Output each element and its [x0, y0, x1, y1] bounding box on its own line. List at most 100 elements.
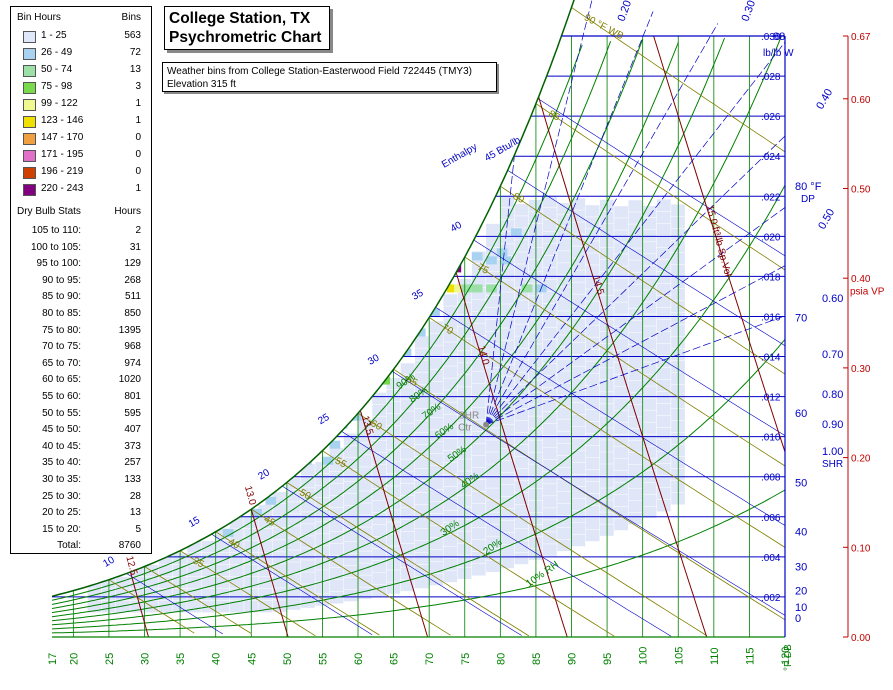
bin-cell — [557, 491, 572, 504]
bin-cell — [471, 503, 486, 516]
dry-bulb-range: 45 to 50: — [42, 424, 81, 436]
wet-bulb-label: 65 — [404, 374, 419, 389]
bin-count: 563 — [124, 30, 141, 41]
dry-bulb-tick-label: 75 — [460, 653, 472, 665]
bin-cell — [514, 492, 529, 505]
bin-cell — [471, 311, 486, 324]
bin-cell — [543, 532, 557, 544]
wet-bulb-label: 80 — [511, 191, 526, 206]
bin-cell — [329, 567, 344, 580]
bin-cell — [514, 444, 529, 457]
dry-bulb-hours: 850 — [124, 308, 141, 319]
bin-cell — [471, 284, 483, 293]
bin-cell — [372, 404, 386, 417]
bin-cell — [557, 311, 572, 323]
wet-bulb-line — [215, 531, 380, 636]
shr-center-label: SHR — [458, 411, 479, 422]
total-label: Total: — [57, 540, 81, 551]
bin-cell — [414, 432, 429, 445]
bin-cell — [656, 355, 671, 368]
bin-cell — [443, 378, 458, 390]
bin-range: 75 - 98 — [41, 81, 73, 92]
bin-cell — [301, 456, 312, 465]
bin-cell — [329, 440, 341, 449]
shr-label: 1.00 — [822, 446, 843, 458]
bin-cell — [471, 419, 486, 432]
bin-cell — [486, 368, 500, 380]
enthalpy-label: 15 — [187, 515, 203, 530]
bin-count: 0 — [135, 149, 141, 160]
bin-cell — [358, 443, 372, 455]
bin-legend-item: 99 - 122 1 — [17, 97, 145, 113]
bin-cell — [400, 483, 415, 495]
bin-cell — [229, 576, 244, 589]
shr-center-label: Ctr — [458, 423, 472, 434]
bin-cell — [329, 495, 344, 508]
bin-cell — [414, 444, 429, 457]
bin-cell — [222, 528, 234, 537]
dry-bulb-stat-row: 25 to 30: 28 — [17, 490, 145, 507]
bin-cell — [656, 439, 671, 452]
humidity-ratio-tick-label: .008 — [761, 473, 781, 484]
total-row: Total: 8760 — [17, 539, 145, 556]
bin-cell — [414, 528, 429, 541]
bin-cell — [358, 467, 372, 479]
bin-cell — [443, 438, 458, 450]
bin-cell — [471, 407, 486, 420]
dew-point-label: 0 — [795, 613, 801, 625]
bin-cell — [557, 515, 572, 528]
dry-bulb-tick-label: 35 — [175, 653, 187, 665]
bin-cell — [585, 373, 600, 385]
shr-line — [485, 0, 785, 425]
bin-cell — [443, 342, 458, 354]
rh-curve — [52, 41, 612, 605]
specific-volume-label: 14.0 — [475, 344, 491, 366]
bin-cell — [642, 218, 657, 230]
bin-cell — [286, 538, 301, 550]
bin-cell — [614, 458, 628, 471]
wet-bulb-line — [393, 368, 785, 634]
rh-curve — [52, 184, 785, 626]
bin-cell — [557, 263, 572, 275]
specific-volume-label: 12.5 — [123, 555, 139, 577]
bin-cell — [286, 478, 301, 490]
bin-cell — [471, 252, 483, 261]
bin-cell — [258, 504, 273, 517]
bin-cell — [429, 513, 443, 526]
bin-cell — [543, 496, 557, 508]
bin-cell — [400, 363, 415, 375]
dew-point-unit: DP — [801, 194, 815, 205]
wet-bulb-line — [500, 185, 785, 398]
specific-volume-line — [653, 35, 785, 637]
bin-cell — [486, 259, 500, 272]
bin-cell — [543, 399, 557, 412]
bin-cell — [656, 415, 671, 428]
bin-cell — [628, 464, 643, 477]
bin-layer — [87, 195, 685, 613]
bin-cell — [543, 207, 557, 220]
bin-cell — [642, 302, 657, 314]
bin-cell — [187, 552, 201, 565]
enthalpy-label: 10 — [101, 554, 117, 569]
bin-cell — [543, 255, 557, 268]
bin-range: 147 - 170 — [41, 132, 84, 143]
bin-cell — [543, 279, 557, 292]
bin-cell — [258, 516, 273, 529]
bin-cell — [585, 385, 600, 397]
bin-cell — [258, 564, 273, 577]
bin-cell — [429, 357, 443, 369]
bin-cell — [486, 488, 500, 500]
bin-cell — [585, 409, 600, 422]
bin-cell — [642, 290, 657, 302]
bin-color-swatch — [23, 99, 36, 111]
rh-curve — [52, 35, 782, 622]
bin-cell — [585, 469, 600, 482]
chart-title-box: College Station, TX Psychrometric Chart — [164, 6, 330, 50]
bin-cell — [543, 243, 557, 256]
bin-cell — [585, 253, 600, 265]
bin-cell — [571, 486, 586, 499]
bin-cell — [144, 588, 159, 601]
dry-bulb-hours: 801 — [124, 391, 141, 402]
dry-bulb-range: 50 to 55: — [42, 407, 81, 419]
bin-cell — [571, 462, 586, 475]
